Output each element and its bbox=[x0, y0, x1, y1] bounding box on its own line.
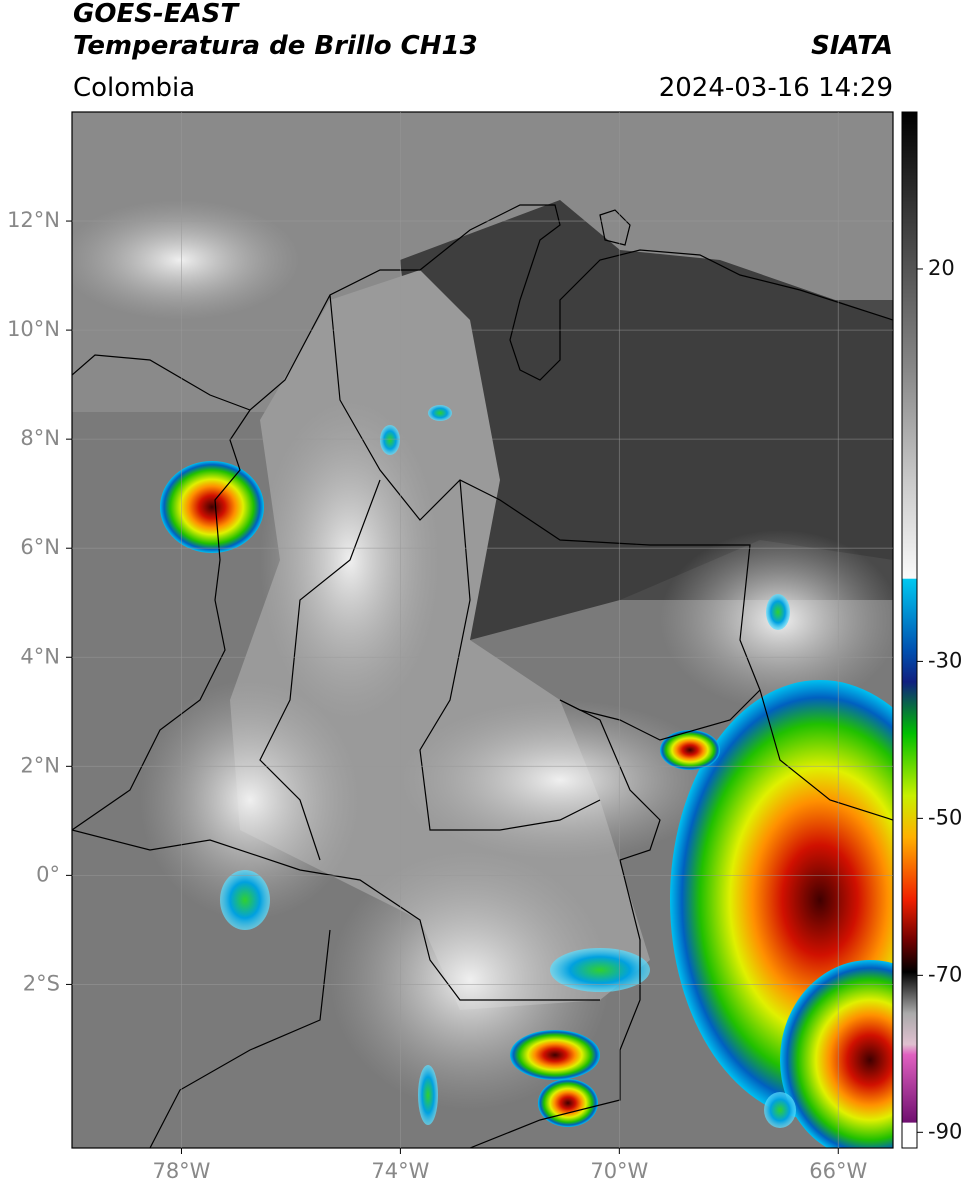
colorbar-label: -30 bbox=[928, 648, 962, 672]
satellite-image bbox=[72, 112, 893, 1148]
source: SIATA bbox=[811, 31, 893, 61]
colorbar-label: -50 bbox=[928, 805, 962, 829]
datetime: 2024-03-16 14:29 bbox=[659, 73, 893, 103]
colorbar-label: -70 bbox=[928, 962, 962, 986]
y-tick-label: 8°N bbox=[20, 426, 60, 450]
x-tick-label: 78°W bbox=[152, 1159, 210, 1183]
map-frame bbox=[71, 111, 894, 1149]
y-tick-label: 0° bbox=[36, 862, 60, 886]
colorbar-label: -90 bbox=[928, 1119, 962, 1143]
x-tick-label: 70°W bbox=[590, 1159, 648, 1183]
colorbar-label: 20 bbox=[928, 256, 955, 280]
x-tick-label: 74°W bbox=[371, 1159, 429, 1183]
y-tick-label: 10°N bbox=[7, 317, 60, 341]
y-tick-label: 6°N bbox=[20, 535, 60, 559]
title: GOES-EAST bbox=[73, 0, 240, 29]
colorbar bbox=[901, 111, 918, 1149]
region: Colombia bbox=[73, 73, 195, 103]
subtitle: Temperatura de Brillo CH13 bbox=[73, 31, 478, 61]
y-tick-label: 12°N bbox=[7, 208, 60, 232]
y-tick-label: 2°N bbox=[20, 753, 60, 777]
x-tick-label: 66°W bbox=[809, 1159, 867, 1183]
y-tick-label: 4°N bbox=[20, 644, 60, 668]
y-tick-label: 2°S bbox=[23, 971, 60, 995]
